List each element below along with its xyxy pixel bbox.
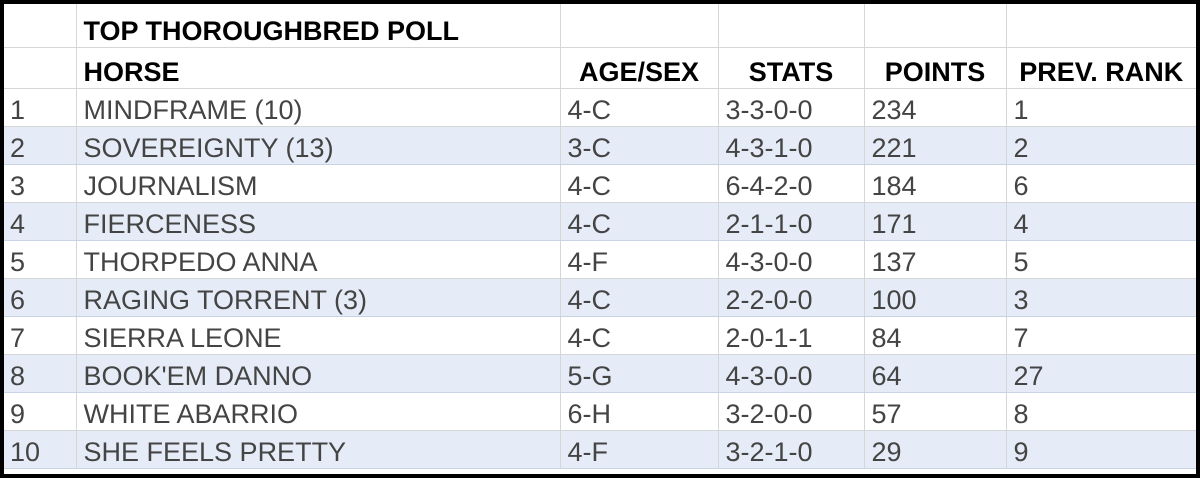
points-cell[interactable]: 29 xyxy=(864,430,1007,469)
blank-cell[interactable] xyxy=(718,4,865,48)
title-row: TOP THOROUGHBRED POLL xyxy=(4,4,1196,48)
stats-cell[interactable]: 2-1-1-0 xyxy=(718,202,865,241)
rank-cell[interactable]: 5 xyxy=(4,240,77,279)
stats-cell[interactable]: 3-2-0-0 xyxy=(718,392,865,431)
horse-cell[interactable]: RAGING TORRENT (3) xyxy=(76,278,561,317)
age-sex-cell[interactable]: 4-F xyxy=(560,240,719,279)
blank-cell[interactable] xyxy=(4,4,77,48)
stats-cell[interactable]: 4-3-0-0 xyxy=(718,354,865,393)
horse-cell[interactable]: WHITE ABARRIO xyxy=(76,392,561,431)
horse-cell[interactable]: MINDFRAME (10) xyxy=(76,88,561,127)
horse-cell[interactable]: BOOK'EM DANNO xyxy=(76,354,561,393)
table-row: 5 THORPEDO ANNA 4-F 4-3-0-0 137 5 xyxy=(4,240,1196,279)
stats-cell[interactable]: 4-3-1-0 xyxy=(718,126,865,165)
rank-cell[interactable]: 9 xyxy=(4,392,77,431)
prev-rank-cell[interactable]: 2 xyxy=(1006,126,1196,165)
prev-rank-cell[interactable]: 3 xyxy=(1006,278,1196,317)
stats-cell[interactable]: 2-0-1-1 xyxy=(718,316,865,355)
horse-cell[interactable]: SIERRA LEONE xyxy=(76,316,561,355)
horse-cell[interactable]: SOVEREIGNTY (13) xyxy=(76,126,561,165)
prev-rank-cell[interactable]: 1 xyxy=(1006,88,1196,127)
header-age-sex[interactable]: AGE/SEX xyxy=(560,47,719,89)
header-horse[interactable]: HORSE xyxy=(76,47,561,89)
table-row: 10 SHE FEELS PRETTY 4-F 3-2-1-0 29 9 xyxy=(4,430,1196,469)
age-sex-cell[interactable]: 4-C xyxy=(560,88,719,127)
header-row: HORSE AGE/SEX STATS POINTS PREV. RANK xyxy=(4,47,1196,89)
points-cell[interactable]: 184 xyxy=(864,164,1007,203)
age-sex-cell[interactable]: 4-C xyxy=(560,316,719,355)
poll-table: TOP THOROUGHBRED POLL HORSE AGE/SEX STAT… xyxy=(4,4,1196,469)
points-cell[interactable]: 64 xyxy=(864,354,1007,393)
rank-cell[interactable]: 2 xyxy=(4,126,77,165)
horse-cell[interactable]: FIERCENESS xyxy=(76,202,561,241)
points-cell[interactable]: 57 xyxy=(864,392,1007,431)
age-sex-cell[interactable]: 4-F xyxy=(560,430,719,469)
rank-cell[interactable]: 1 xyxy=(4,88,77,127)
stats-cell[interactable]: 4-3-0-0 xyxy=(718,240,865,279)
table-row: 9 WHITE ABARRIO 6-H 3-2-0-0 57 8 xyxy=(4,392,1196,431)
points-cell[interactable]: 171 xyxy=(864,202,1007,241)
stats-cell[interactable]: 2-2-0-0 xyxy=(718,278,865,317)
rank-cell[interactable]: 6 xyxy=(4,278,77,317)
prev-rank-cell[interactable]: 8 xyxy=(1006,392,1196,431)
blank-cell[interactable] xyxy=(560,4,719,48)
poll-title[interactable]: TOP THOROUGHBRED POLL xyxy=(76,4,561,48)
header-prev-rank[interactable]: PREV. RANK xyxy=(1006,47,1196,89)
table-row: 1 MINDFRAME (10) 4-C 3-3-0-0 234 1 xyxy=(4,88,1196,127)
stats-cell[interactable]: 3-2-1-0 xyxy=(718,430,865,469)
table-row: 3 JOURNALISM 4-C 6-4-2-0 184 6 xyxy=(4,164,1196,203)
blank-cell[interactable] xyxy=(4,47,77,89)
header-stats[interactable]: STATS xyxy=(718,47,865,89)
table-row: 2 SOVEREIGNTY (13) 3-C 4-3-1-0 221 2 xyxy=(4,126,1196,165)
points-cell[interactable]: 137 xyxy=(864,240,1007,279)
age-sex-cell[interactable]: 4-C xyxy=(560,278,719,317)
age-sex-cell[interactable]: 5-G xyxy=(560,354,719,393)
stats-cell[interactable]: 3-3-0-0 xyxy=(718,88,865,127)
header-points[interactable]: POINTS xyxy=(864,47,1007,89)
age-sex-cell[interactable]: 3-C xyxy=(560,126,719,165)
blank-cell[interactable] xyxy=(1006,4,1196,48)
age-sex-cell[interactable]: 6-H xyxy=(560,392,719,431)
table-row: 6 RAGING TORRENT (3) 4-C 2-2-0-0 100 3 xyxy=(4,278,1196,317)
rank-cell[interactable]: 10 xyxy=(4,430,77,469)
prev-rank-cell[interactable]: 27 xyxy=(1006,354,1196,393)
age-sex-cell[interactable]: 4-C xyxy=(560,164,719,203)
stats-cell[interactable]: 6-4-2-0 xyxy=(718,164,865,203)
points-cell[interactable]: 84 xyxy=(864,316,1007,355)
horse-cell[interactable]: SHE FEELS PRETTY xyxy=(76,430,561,469)
rank-cell[interactable]: 8 xyxy=(4,354,77,393)
prev-rank-cell[interactable]: 5 xyxy=(1006,240,1196,279)
horse-cell[interactable]: JOURNALISM xyxy=(76,164,561,203)
age-sex-cell[interactable]: 4-C xyxy=(560,202,719,241)
prev-rank-cell[interactable]: 6 xyxy=(1006,164,1196,203)
prev-rank-cell[interactable]: 4 xyxy=(1006,202,1196,241)
points-cell[interactable]: 100 xyxy=(864,278,1007,317)
rank-cell[interactable]: 7 xyxy=(4,316,77,355)
table-row: 8 BOOK'EM DANNO 5-G 4-3-0-0 64 27 xyxy=(4,354,1196,393)
rank-cell[interactable]: 3 xyxy=(4,164,77,203)
prev-rank-cell[interactable]: 7 xyxy=(1006,316,1196,355)
horse-cell[interactable]: THORPEDO ANNA xyxy=(76,240,561,279)
points-cell[interactable]: 234 xyxy=(864,88,1007,127)
table-row: 4 FIERCENESS 4-C 2-1-1-0 171 4 xyxy=(4,202,1196,241)
table-row: 7 SIERRA LEONE 4-C 2-0-1-1 84 7 xyxy=(4,316,1196,355)
points-cell[interactable]: 221 xyxy=(864,126,1007,165)
blank-cell[interactable] xyxy=(864,4,1007,48)
rank-cell[interactable]: 4 xyxy=(4,202,77,241)
prev-rank-cell[interactable]: 9 xyxy=(1006,430,1196,469)
